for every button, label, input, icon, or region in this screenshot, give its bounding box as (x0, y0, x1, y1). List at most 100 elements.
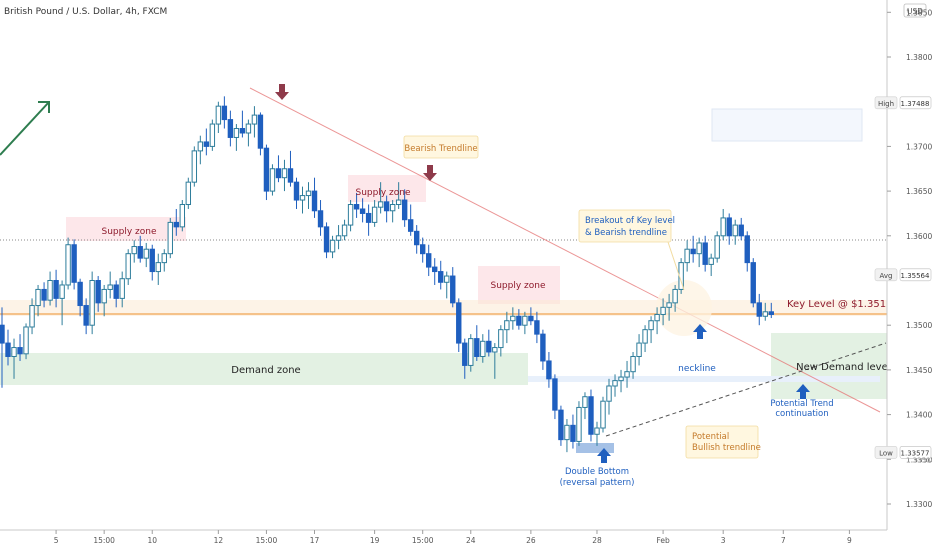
currency-badge[interactable] (903, 3, 927, 18)
price-tick-label: 1.35000 (906, 321, 932, 330)
price-tick-label-hidden: 1.33500 (906, 456, 932, 464)
candle-body (239, 128, 246, 134)
candle-body (426, 253, 432, 268)
candle (426, 244, 432, 277)
candle (131, 240, 137, 263)
candle (227, 110, 234, 147)
time-tick-label: Feb (656, 536, 670, 545)
candle-body (215, 105, 222, 125)
candle-body (564, 424, 570, 441)
candle (359, 198, 366, 223)
neckline-band (528, 376, 880, 382)
currency-label: USD (907, 7, 923, 16)
price-tag-name-box (874, 268, 898, 282)
candle (714, 231, 720, 263)
candle (119, 271, 125, 308)
candle (407, 204, 414, 236)
candle-body (690, 248, 696, 255)
candle-body (245, 123, 252, 134)
candle-body (83, 305, 89, 326)
candle (5, 329, 11, 366)
candle-body (552, 378, 558, 411)
candle (269, 164, 276, 196)
time-axis[interactable]: 5 15:00 10 12 15:00 17 19 15:00 24 26 28 Feb 3 7 9 (0, 529, 887, 550)
candle (341, 219, 348, 241)
price-tag-name-box (874, 446, 898, 459)
candle (137, 235, 143, 263)
candle-body (606, 385, 612, 402)
candle-body (161, 253, 167, 264)
candle-body (480, 340, 486, 357)
candle (726, 213, 732, 245)
candle-body (528, 315, 534, 322)
price-tag-name: Low (879, 449, 893, 457)
time-tick-label: 15:00 (93, 536, 115, 545)
candle-body (233, 128, 240, 138)
price-ticks: 1.38500 1.38000 1.37000 1.36500 1.36000 1.350… (887, 8, 932, 509)
candle (738, 217, 744, 241)
candle-body (47, 280, 53, 301)
time-tick-label: 7 (781, 536, 786, 545)
candle (618, 369, 624, 393)
candle (353, 192, 360, 218)
candle-body (227, 119, 234, 138)
up-arrow-icon (796, 384, 810, 399)
candle (191, 146, 198, 187)
candle-body (167, 221, 173, 255)
candle-body (155, 262, 161, 273)
candle-body (630, 355, 636, 373)
candle (335, 225, 342, 250)
candle (287, 150, 294, 187)
bearish-trendline-label: Bearish Trendline (404, 144, 477, 154)
candle-body (23, 326, 29, 355)
candle-body (401, 199, 408, 221)
candle (383, 195, 390, 223)
candle (534, 311, 540, 344)
candle (552, 374, 558, 420)
candle-body (420, 244, 426, 255)
price-tag-value: 1.35564 (901, 272, 930, 280)
candle (564, 419, 570, 453)
supply-zone-rect (66, 217, 186, 241)
price-axis-background (887, 0, 932, 530)
candle (516, 309, 522, 330)
candle (47, 271, 53, 306)
double-bottom-label: (reversal pattern) (560, 478, 635, 488)
candle (149, 244, 155, 281)
candle-body (498, 329, 504, 349)
demand-zone-label: Demand zone (231, 365, 300, 376)
candle-body (299, 195, 306, 201)
candle-body (221, 105, 228, 121)
candle (654, 307, 660, 335)
candle-body (257, 114, 264, 149)
candle-body (516, 315, 522, 326)
price-tick-label: 1.36000 (906, 232, 932, 241)
time-tick-label: 3 (721, 536, 726, 545)
price-tick-label: 1.37000 (906, 142, 932, 151)
price-tick-label: 1.38500 (906, 8, 932, 17)
bullish-trendline (605, 342, 887, 437)
note-box (685, 425, 759, 459)
candle (660, 298, 666, 326)
price-axis[interactable]: USD 1.385001.380001.370001.365001.360001… (874, 0, 932, 530)
candle-body (335, 235, 342, 241)
down-arrow-icon (423, 165, 437, 181)
time-tick-label: 26 (526, 536, 536, 545)
candle-body (462, 342, 468, 366)
candle (582, 392, 588, 420)
candle (684, 240, 690, 272)
demand-zone-rect (0, 353, 528, 385)
candle (401, 189, 408, 227)
candle (594, 421, 600, 446)
candle (221, 96, 228, 129)
candle-body (732, 224, 738, 237)
candle (540, 329, 546, 370)
candle (413, 225, 420, 254)
breakout-label: Breakout of Key level (585, 216, 675, 226)
candle (275, 155, 282, 183)
candle (750, 258, 756, 308)
candle (233, 124, 240, 151)
candle-body (131, 246, 137, 255)
candle (251, 106, 258, 138)
candle-body (281, 168, 288, 179)
